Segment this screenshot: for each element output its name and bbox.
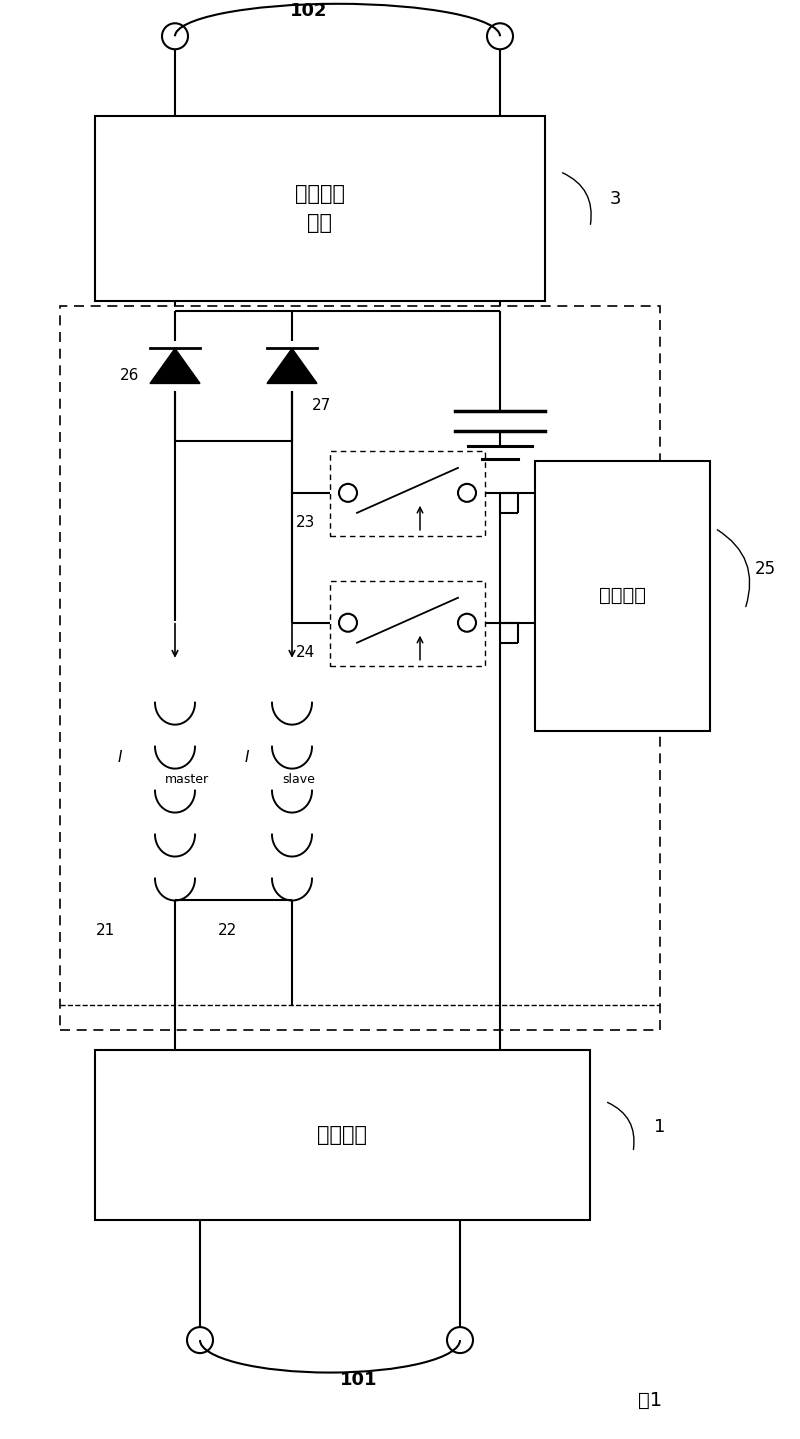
Text: 电力转换
单元: 电力转换 单元 xyxy=(295,184,345,233)
Text: 1: 1 xyxy=(654,1118,666,1135)
Text: I: I xyxy=(118,750,122,766)
Text: I: I xyxy=(245,750,250,766)
Bar xyxy=(95,117,545,301)
Text: master: master xyxy=(165,773,209,786)
Text: slave: slave xyxy=(282,773,315,786)
Polygon shape xyxy=(267,348,317,383)
Text: 3: 3 xyxy=(610,190,621,209)
Text: 整流单元: 整流单元 xyxy=(318,1125,367,1145)
Text: 22: 22 xyxy=(218,922,237,938)
Text: 25: 25 xyxy=(754,560,775,578)
Bar xyxy=(330,450,485,535)
Bar xyxy=(60,307,660,1030)
Text: 26: 26 xyxy=(120,368,140,383)
Text: 图1: 图1 xyxy=(638,1390,662,1410)
Text: 控制单元: 控制单元 xyxy=(599,586,646,606)
Text: 102: 102 xyxy=(290,3,327,20)
Text: 21: 21 xyxy=(96,922,115,938)
Bar xyxy=(535,460,710,731)
Text: 101: 101 xyxy=(340,1371,378,1389)
Polygon shape xyxy=(150,348,200,383)
Text: 23: 23 xyxy=(296,515,315,531)
Bar xyxy=(330,581,485,666)
Text: 27: 27 xyxy=(312,399,331,413)
Bar xyxy=(95,1050,590,1220)
Text: 24: 24 xyxy=(296,645,315,661)
